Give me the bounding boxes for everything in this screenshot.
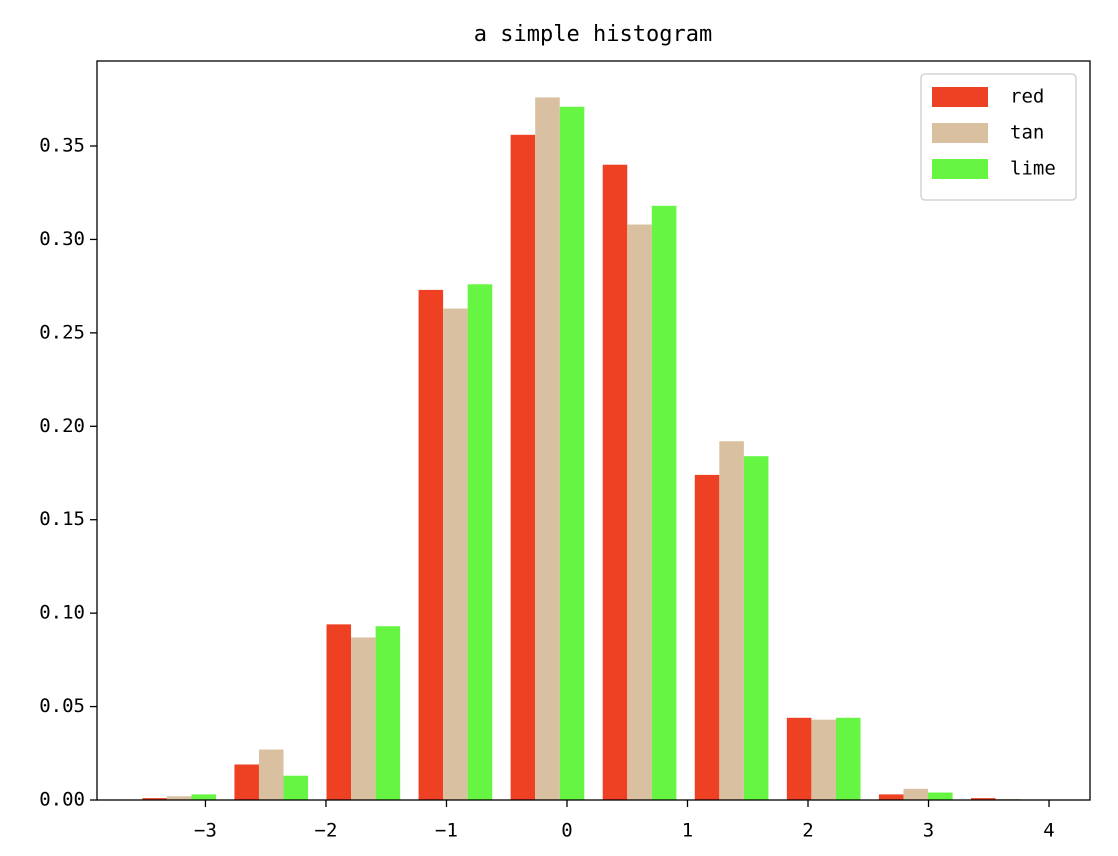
x-tick-label: 0	[561, 820, 572, 842]
x-tick-label: −3	[194, 820, 217, 842]
bar	[326, 624, 352, 800]
bar	[375, 626, 401, 800]
y-tick-label: 0.30	[39, 228, 85, 250]
y-tick-label: 0.00	[39, 789, 85, 811]
bar	[811, 719, 836, 800]
legend-label: tan	[1010, 122, 1044, 144]
x-tick-label: −1	[435, 820, 458, 842]
bar	[835, 717, 861, 800]
bar	[467, 284, 493, 801]
bar	[559, 106, 585, 801]
bar	[234, 764, 259, 800]
legend-swatch	[932, 159, 988, 179]
bar	[283, 775, 309, 800]
bar	[627, 224, 652, 800]
y-tick-label: 0.20	[39, 415, 85, 437]
x-tick-label: 1	[682, 820, 693, 842]
y-tick-label: 0.35	[39, 135, 85, 157]
x-tick-label: 3	[923, 820, 934, 842]
bar	[903, 788, 929, 800]
bar	[743, 456, 769, 800]
bar	[510, 134, 536, 800]
legend-label: red	[1010, 86, 1044, 108]
bar	[166, 796, 192, 800]
x-tick-label: 2	[802, 820, 813, 842]
bar	[786, 717, 812, 800]
bar	[928, 792, 953, 800]
x-tick-label: 4	[1043, 820, 1054, 842]
bar	[970, 798, 996, 800]
bar	[258, 749, 284, 800]
bar	[142, 798, 167, 800]
bar	[719, 441, 744, 800]
y-tick-label: 0.15	[39, 508, 85, 530]
y-tick-label: 0.10	[39, 602, 85, 624]
bar	[535, 97, 560, 800]
legend-swatch	[932, 87, 988, 107]
bar	[191, 794, 217, 800]
y-tick-label: 0.05	[39, 695, 85, 717]
bar	[418, 289, 444, 800]
y-tick-label: 0.25	[39, 321, 85, 343]
bar	[694, 474, 720, 800]
legend-label: lime	[1010, 158, 1056, 180]
bar	[602, 164, 628, 801]
plot-frame	[96, 60, 1091, 801]
bar	[651, 205, 677, 800]
legend-swatch	[932, 123, 988, 143]
bar	[443, 308, 468, 800]
chart-title: a simple histogram	[474, 22, 712, 47]
bar	[878, 794, 904, 800]
x-tick-label: −2	[315, 820, 338, 842]
bar	[351, 637, 376, 800]
